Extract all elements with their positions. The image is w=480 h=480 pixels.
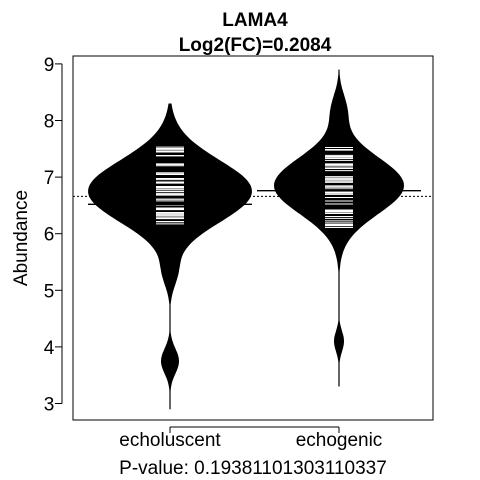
observation-lines — [325, 146, 353, 228]
bean-echogenic — [274, 69, 404, 387]
y-tick-label: 3 — [44, 395, 55, 416]
x-axis: echoluscent echogenic — [119, 426, 383, 451]
p-value-footer: P-value: 0.19381101303110337 — [119, 458, 387, 479]
y-axis: 3 4 5 6 7 8 9 — [44, 55, 63, 416]
beans-layer — [88, 69, 421, 410]
chart-subtitle: Log2(FC)=0.2084 — [179, 35, 332, 56]
plot-frame — [72, 55, 434, 421]
y-tick-label: 8 — [44, 112, 55, 133]
x-tick-label: echogenic — [296, 430, 383, 451]
bean-echoluscent — [88, 103, 252, 410]
chart-title: LAMA4 — [222, 10, 288, 31]
y-tick-label: 9 — [44, 55, 55, 76]
y-tick-label: 4 — [44, 338, 55, 359]
y-tick-label: 6 — [44, 225, 55, 246]
y-tick-label: 5 — [44, 281, 55, 302]
y-tick-label: 7 — [44, 168, 55, 189]
x-tick-label: echoluscent — [119, 430, 221, 451]
y-axis-label: Abundance — [11, 190, 32, 286]
